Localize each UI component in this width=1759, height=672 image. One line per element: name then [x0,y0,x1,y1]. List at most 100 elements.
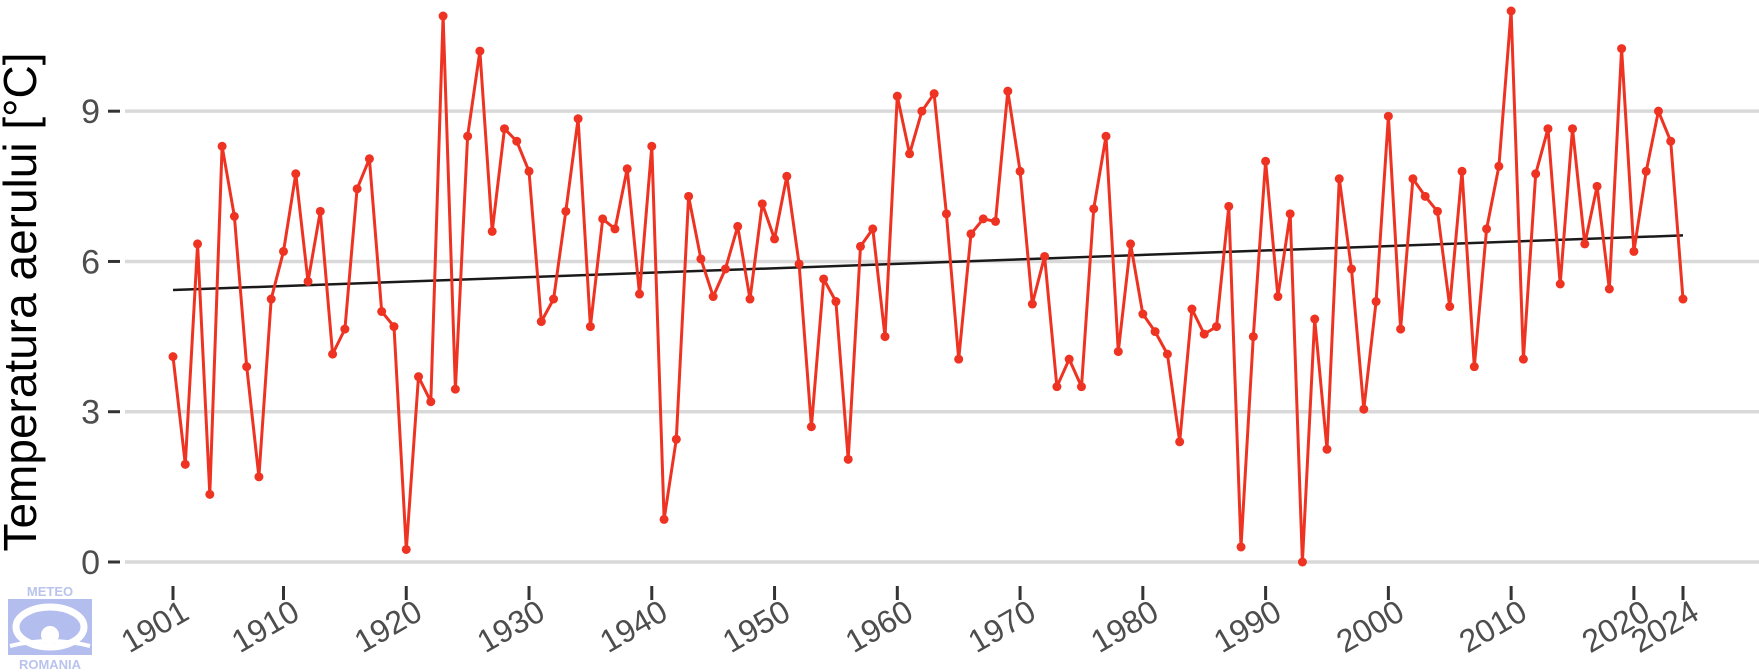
x-tick-label: 1970 [962,593,1042,660]
data-point [426,397,436,407]
data-point [242,362,252,372]
data-point [941,209,951,219]
x-tick-label: 1950 [716,593,796,660]
x-tick-label: 1990 [1207,593,1287,660]
data-point [1101,131,1111,141]
data-point [1617,44,1627,54]
data-point [1518,354,1528,364]
data-point [487,226,497,236]
data-point [168,352,178,362]
data-point [377,307,387,317]
data-point [770,234,780,244]
data-point [1494,161,1504,171]
data-point [855,241,865,251]
data-point [438,11,448,21]
data-point [1420,191,1430,201]
data-point [1175,437,1185,447]
data-point [1555,279,1565,289]
data-point [598,214,608,224]
data-point [573,114,583,124]
data-point [340,324,350,334]
data-point [266,294,276,304]
data-point [364,154,374,164]
data-point [1506,6,1516,16]
data-point [180,459,190,469]
data-point [499,124,509,134]
data-point [1334,174,1344,184]
data-point [1040,251,1050,261]
data-point [254,472,264,482]
data-point [843,454,853,464]
data-point [217,141,227,151]
data-point [782,171,792,181]
data-point [1003,86,1013,96]
data-point [291,169,301,179]
data-point [1592,181,1602,191]
data-point [1408,174,1418,184]
data-point [475,46,485,56]
data-point [954,354,964,364]
data-point [905,149,915,159]
data-point [819,274,829,284]
data-point [757,199,767,209]
data-point [205,489,215,499]
data-point [549,294,559,304]
logo-bottom-text: ROMANIA [18,657,82,672]
data-point [635,289,645,299]
data-point [315,206,325,216]
x-tick-label: 1910 [225,593,305,660]
data-point [1162,349,1172,359]
data-point [352,184,362,194]
data-point [401,544,411,554]
data-point [1543,124,1553,134]
x-tick-label: 2010 [1453,593,1533,660]
data-point [696,254,706,264]
data-point [1248,332,1258,342]
data-point [278,246,288,256]
data-point [585,322,595,332]
data-point [892,91,902,101]
data-point [1653,106,1663,116]
data-point [1371,297,1381,307]
x-tick-label: 1901 [115,593,195,660]
data-point [917,106,927,116]
data-point [463,131,473,141]
data-point [229,211,239,221]
y-tick-label: 0 [81,544,100,582]
data-point [1383,111,1393,121]
data-point [1629,246,1639,256]
series-line [171,9,1685,564]
y-axis-label: Temperatura aerului [°C] [0,52,46,551]
y-tick-label: 3 [81,394,100,432]
data-point [671,434,681,444]
data-point [1347,264,1357,274]
data-point [880,332,890,342]
data-point [1666,136,1676,146]
data-point [1211,322,1221,332]
data-point [929,89,939,99]
data-point [1457,166,1467,176]
data-point [524,166,534,176]
data-point [745,294,755,304]
data-point [831,297,841,307]
logo-emblem [8,599,92,655]
data-point [794,259,804,269]
data-point [720,264,730,274]
data-point [1224,201,1234,211]
data-point [868,224,878,234]
data-point [1359,404,1369,414]
x-axis: 1901 1910 1920 1930 1940 1950 1960 1970 1980 1990… [115,586,1705,660]
data-point [414,372,424,382]
data-point [1580,239,1590,249]
x-tick-label: 1930 [471,593,551,660]
data-point [561,206,571,216]
data-point [536,317,546,327]
x-tick-label: 2000 [1330,593,1410,660]
data-point [647,141,657,151]
data-point [1027,299,1037,309]
data-point [1432,206,1442,216]
data-point [1482,224,1492,234]
data-point [450,384,460,394]
y-tick-label: 9 [81,93,100,131]
